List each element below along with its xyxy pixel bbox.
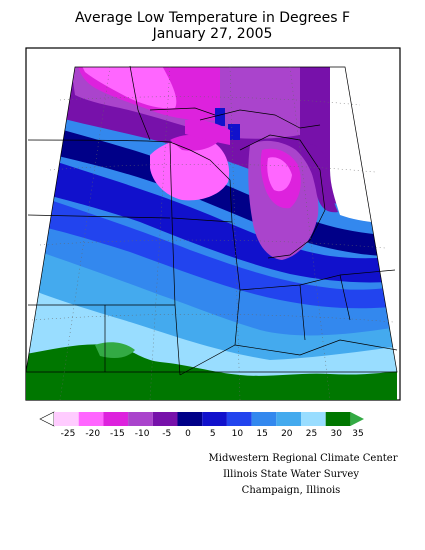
legend-tick: 20: [281, 429, 293, 439]
legend-bin: [103, 412, 129, 426]
legend-tick: -25: [61, 429, 76, 439]
legend-tick: 25: [306, 429, 317, 439]
legend-bin: [301, 412, 326, 426]
legend-bin: [78, 412, 104, 426]
legend-bin: [276, 412, 301, 426]
legend-tick: 0: [185, 429, 191, 439]
legend-tick: -10: [135, 429, 150, 439]
legend-bin: [152, 412, 178, 426]
legend-tick: -5: [162, 429, 171, 439]
legend-tick: 15: [256, 429, 267, 439]
legend-bin: [54, 412, 79, 426]
legend-arrow-right: [350, 412, 364, 426]
legend-tick: -15: [110, 429, 125, 439]
legend-bin: [226, 412, 252, 426]
legend-bin: [325, 412, 351, 426]
color-legend: -25 -20 -15 -10 -5 0 5 10 15 20 25 30 35: [39, 411, 364, 439]
legend-bin: [177, 412, 203, 426]
credit-mrcc: Midwestern Regional Climate Center: [208, 453, 398, 464]
legend-tick: 5: [210, 429, 216, 439]
credit-location: Champaign, Illinois: [241, 485, 341, 496]
map-title: Average Low Temperature in Degrees F: [74, 10, 351, 26]
state-borders: [25, 65, 398, 376]
legend-tick: 10: [232, 429, 244, 439]
legend-bin: [128, 412, 153, 426]
credit-isws: Illinois State Water Survey: [222, 469, 359, 480]
legend-bin: [202, 412, 227, 426]
graticule: [31, 66, 394, 401]
legend-arrow-left: [39, 411, 55, 427]
legend-tick: 35: [352, 429, 363, 439]
legend-tick: 30: [330, 429, 342, 439]
legend-bin: [251, 412, 277, 426]
legend-tick: -20: [85, 429, 100, 439]
map-date: January 27, 2005: [152, 26, 273, 42]
